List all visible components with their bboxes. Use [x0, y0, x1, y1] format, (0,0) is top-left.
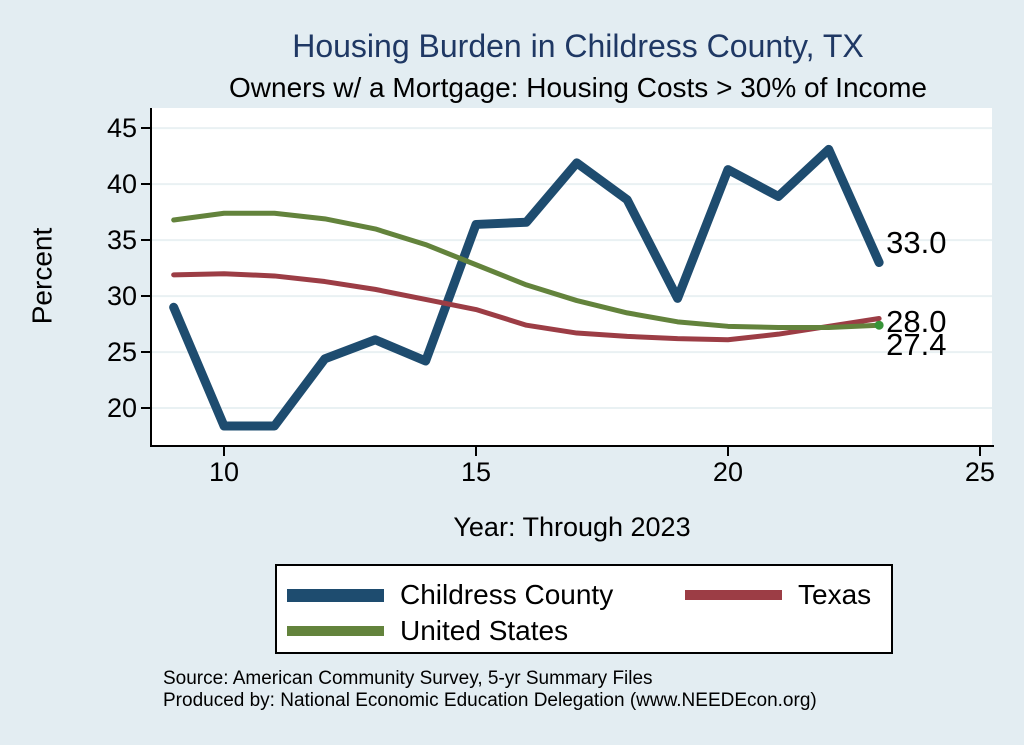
y-tick-mark — [141, 351, 152, 354]
y-tick-label: 40 — [106, 169, 137, 200]
x-tick-mark — [475, 447, 477, 456]
y-tick-label: 35 — [106, 225, 137, 256]
x-tick-label: 20 — [712, 457, 743, 487]
y-tick-mark — [141, 295, 152, 298]
x-tick-label: 25 — [964, 457, 995, 487]
x-axis-title: Year: Through 2023 — [453, 512, 691, 542]
y-tick-label: 30 — [106, 281, 137, 312]
y-axis-title: Percent — [26, 227, 58, 325]
chart-title: Housing Burden in Childress County, TX — [292, 28, 864, 64]
series-end-label: 28.0 — [886, 304, 947, 340]
legend-label-texas: Texas — [798, 579, 872, 610]
x-tick-label: 10 — [209, 457, 240, 487]
y-tick-mark — [141, 183, 152, 186]
x-tick-label: 15 — [460, 457, 492, 487]
legend-swatch-childress-county — [287, 588, 384, 602]
legend-item-texas: Texas — [685, 578, 871, 612]
series-line-childress-county — [169, 144, 884, 431]
legend-label-childress-county: Childress County — [400, 579, 614, 610]
y-tick-mark — [141, 239, 152, 242]
legend-swatch-united-states — [287, 626, 384, 636]
chart-subtitle: Owners w/ a Mortgage: Housing Costs > 30… — [229, 72, 927, 103]
series-end-label: 33.0 — [886, 224, 947, 260]
plot-area — [152, 108, 992, 445]
end-marker-dot — [874, 320, 884, 330]
y-axis-line — [150, 108, 152, 447]
source-line-1: Source: American Community Survey, 5-yr … — [163, 668, 653, 689]
source-line-2: Produced by: National Economic Education… — [163, 690, 817, 711]
legend-item-united-states: United States — [287, 614, 568, 648]
x-axis-line — [150, 445, 994, 447]
series-line-texas — [171, 271, 882, 343]
source-note: Source: American Community Survey, 5-yr … — [163, 668, 817, 712]
y-tick-mark — [141, 407, 152, 410]
legend-label-united-states: United States — [400, 615, 569, 646]
legend-swatch-texas — [685, 590, 782, 600]
y-tick-label: 45 — [106, 113, 137, 144]
x-tick-mark — [978, 447, 981, 456]
series-end-label: 27.4 — [886, 327, 947, 363]
y-tick-mark — [141, 127, 152, 130]
legend-item-childress-county: Childress County — [287, 578, 613, 612]
x-tick-mark — [223, 447, 226, 456]
legend: Childress County Texas United States — [275, 564, 893, 654]
y-tick-label: 25 — [106, 337, 137, 368]
series-line-united-states — [171, 210, 882, 330]
y-tick-label: 20 — [106, 393, 137, 424]
line-chart-svg — [152, 127, 992, 431]
x-tick-mark — [726, 447, 729, 456]
